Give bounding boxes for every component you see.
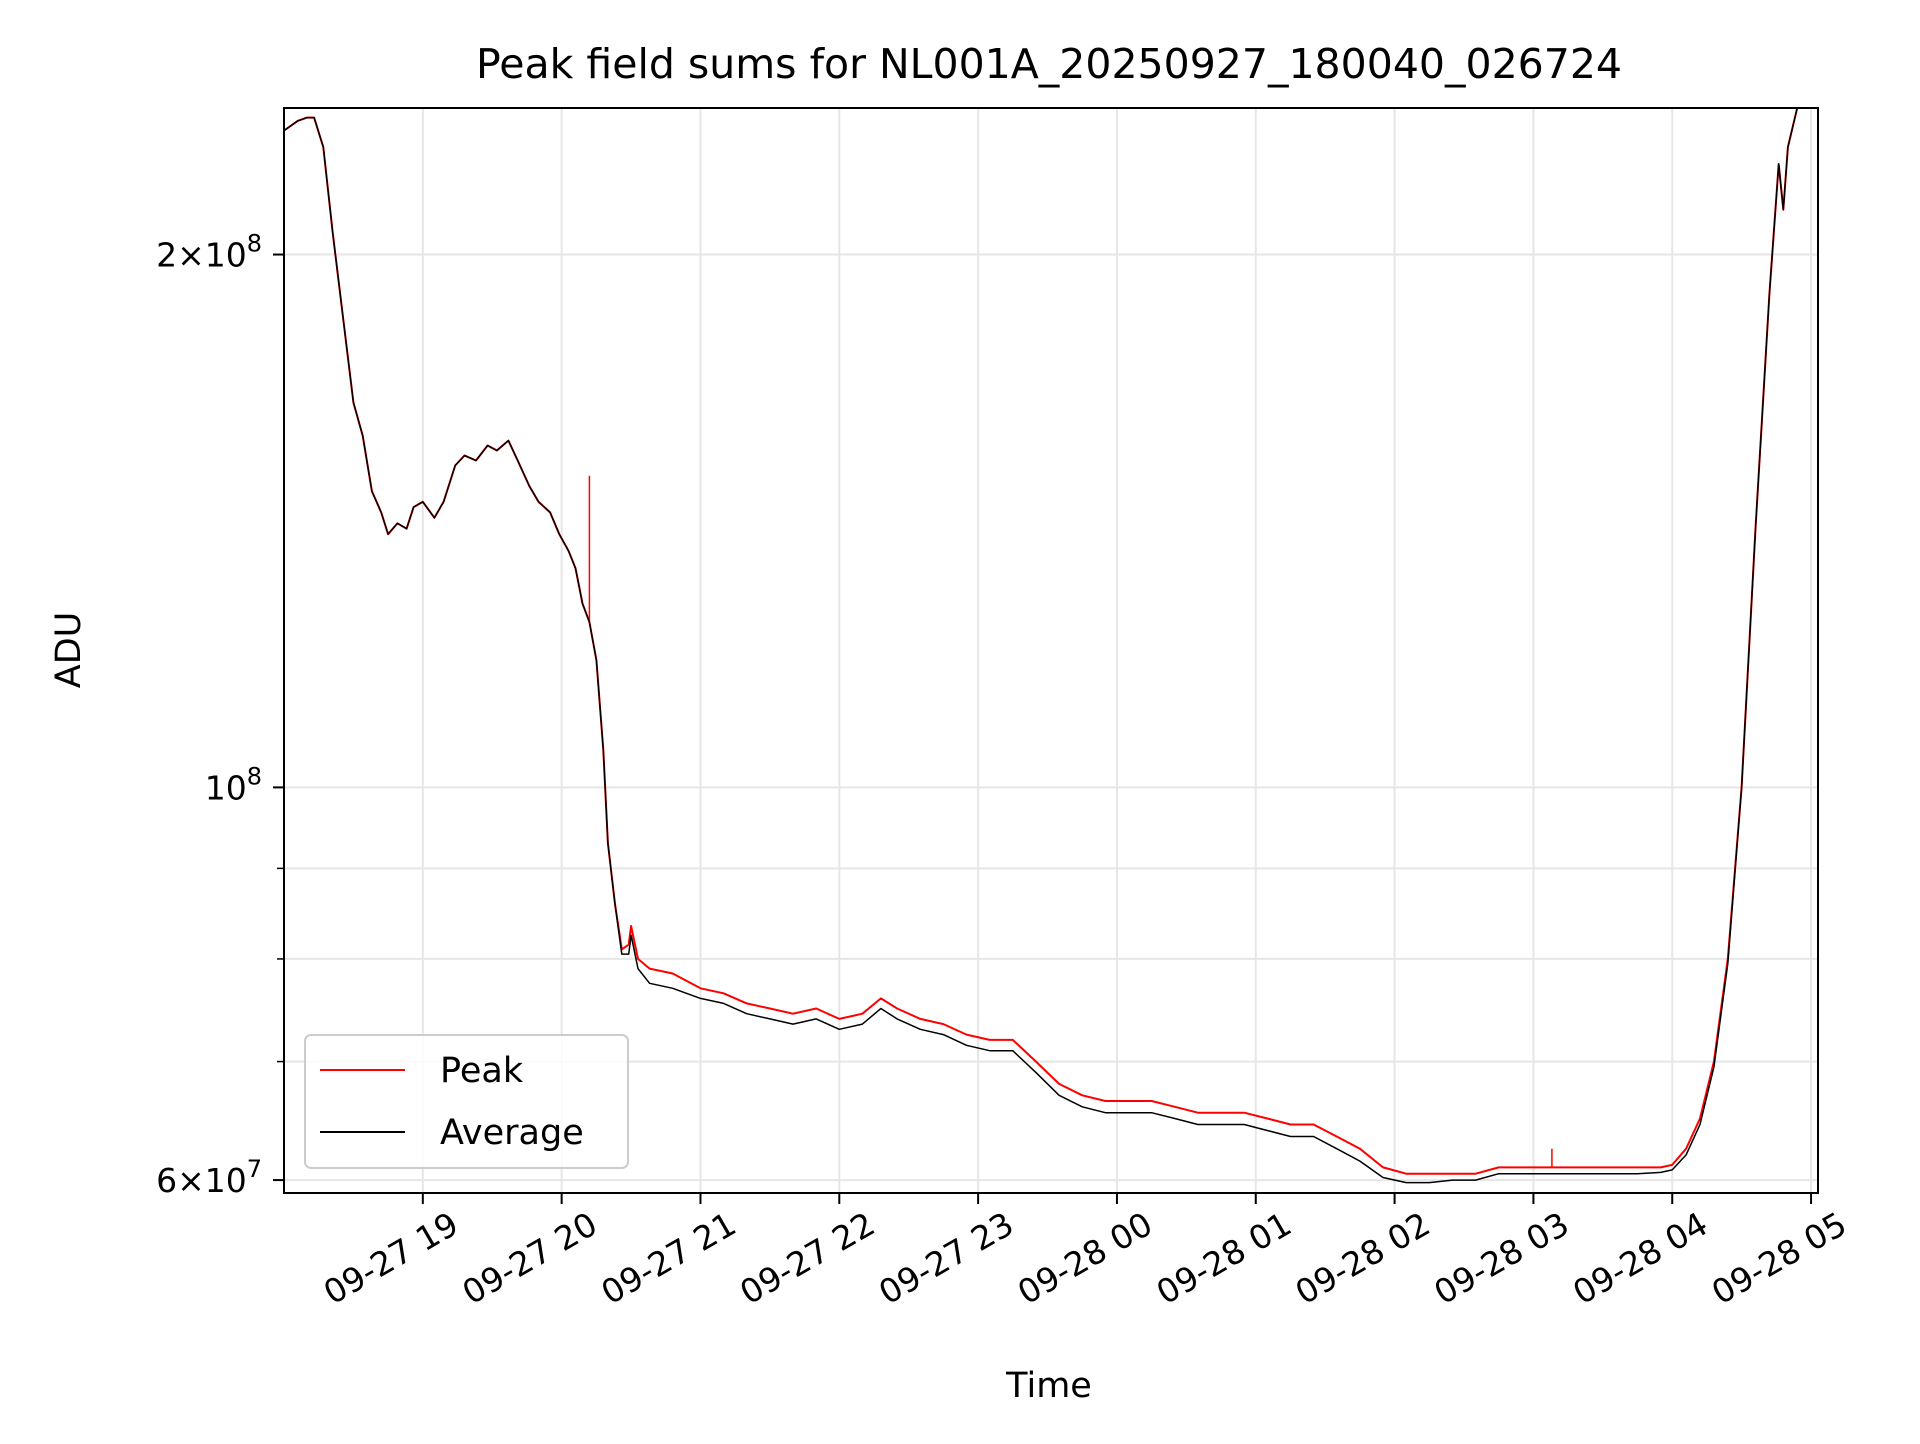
y-axis-label: ADU bbox=[49, 612, 89, 689]
x-tick-label: 09-27 21 bbox=[594, 1204, 742, 1312]
x-tick-label: 09-28 01 bbox=[1150, 1204, 1298, 1312]
y-axis: 2×108 108 6×107 bbox=[156, 230, 284, 1200]
x-axis-label: Time bbox=[1005, 1366, 1092, 1406]
x-tick-label: 09-28 04 bbox=[1566, 1204, 1714, 1312]
x-tick-label: 09-27 20 bbox=[456, 1204, 604, 1312]
x-tick-label: 09-28 03 bbox=[1427, 1204, 1575, 1312]
x-tick-label: 09-27 19 bbox=[317, 1204, 465, 1312]
x-tick-label: 09-27 22 bbox=[733, 1204, 881, 1312]
x-tick-label: 09-27 23 bbox=[872, 1204, 1020, 1312]
plot-frame bbox=[283, 107, 1819, 1194]
x-tick-label: 09-28 02 bbox=[1289, 1204, 1437, 1312]
chart-title: Peak field sums for NL001A_20250927_1800… bbox=[476, 40, 1622, 88]
legend-box bbox=[304, 1034, 629, 1169]
x-tick-label: 09-28 00 bbox=[1011, 1204, 1159, 1312]
legend-average-label: Average bbox=[440, 1113, 584, 1153]
y-tick-label: 6×107 bbox=[156, 1155, 262, 1200]
grid-layer bbox=[284, 108, 1818, 1193]
series-line-average bbox=[283, 107, 1798, 1184]
y-tick-label: 2×108 bbox=[156, 230, 262, 275]
y-tick-label: 108 bbox=[205, 762, 262, 807]
series-layer bbox=[283, 107, 1799, 1184]
x-tick-label: 09-28 05 bbox=[1705, 1204, 1853, 1312]
series-line-peak bbox=[283, 107, 1799, 1175]
legend: Peak Average bbox=[304, 1034, 629, 1169]
legend-peak-label: Peak bbox=[440, 1051, 524, 1091]
